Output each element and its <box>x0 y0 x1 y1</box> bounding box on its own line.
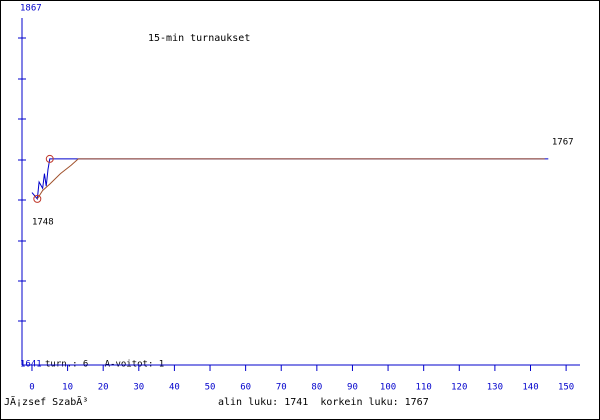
x-tick-label: 110 <box>416 383 432 393</box>
x-tick-label: 30 <box>133 383 144 393</box>
annotation: 1748 <box>32 217 54 227</box>
x-tick-label: 130 <box>487 383 503 393</box>
x-tick-label: 40 <box>169 383 180 393</box>
player-name: JÃ¡zsef SzabÃ³ <box>4 395 88 408</box>
x-tick-label: 0 <box>29 383 34 393</box>
x-tick-label: 10 <box>62 383 73 393</box>
x-tick-label: 120 <box>451 383 467 393</box>
annotation: 1767 <box>552 138 574 148</box>
x-tick-label: 80 <box>311 383 322 393</box>
x-tick-label: 100 <box>380 383 396 393</box>
chart-title: 15-min turnaukset <box>148 33 250 44</box>
x-tick-label: 50 <box>205 383 216 393</box>
x-tick-label: 60 <box>240 383 251 393</box>
x-tick-label: 150 <box>558 383 574 393</box>
y-max-label: 1867 <box>20 4 42 14</box>
summary: alin luku: 1741 korkein luku: 1767 <box>218 397 429 408</box>
x-tick-label: 70 <box>276 383 287 393</box>
x-tick-label: 140 <box>522 383 538 393</box>
series-line <box>36 158 545 200</box>
marker <box>33 194 42 203</box>
x-tick-label: 90 <box>347 383 358 393</box>
marker <box>45 154 54 163</box>
x-tick-label: 20 <box>98 383 109 393</box>
